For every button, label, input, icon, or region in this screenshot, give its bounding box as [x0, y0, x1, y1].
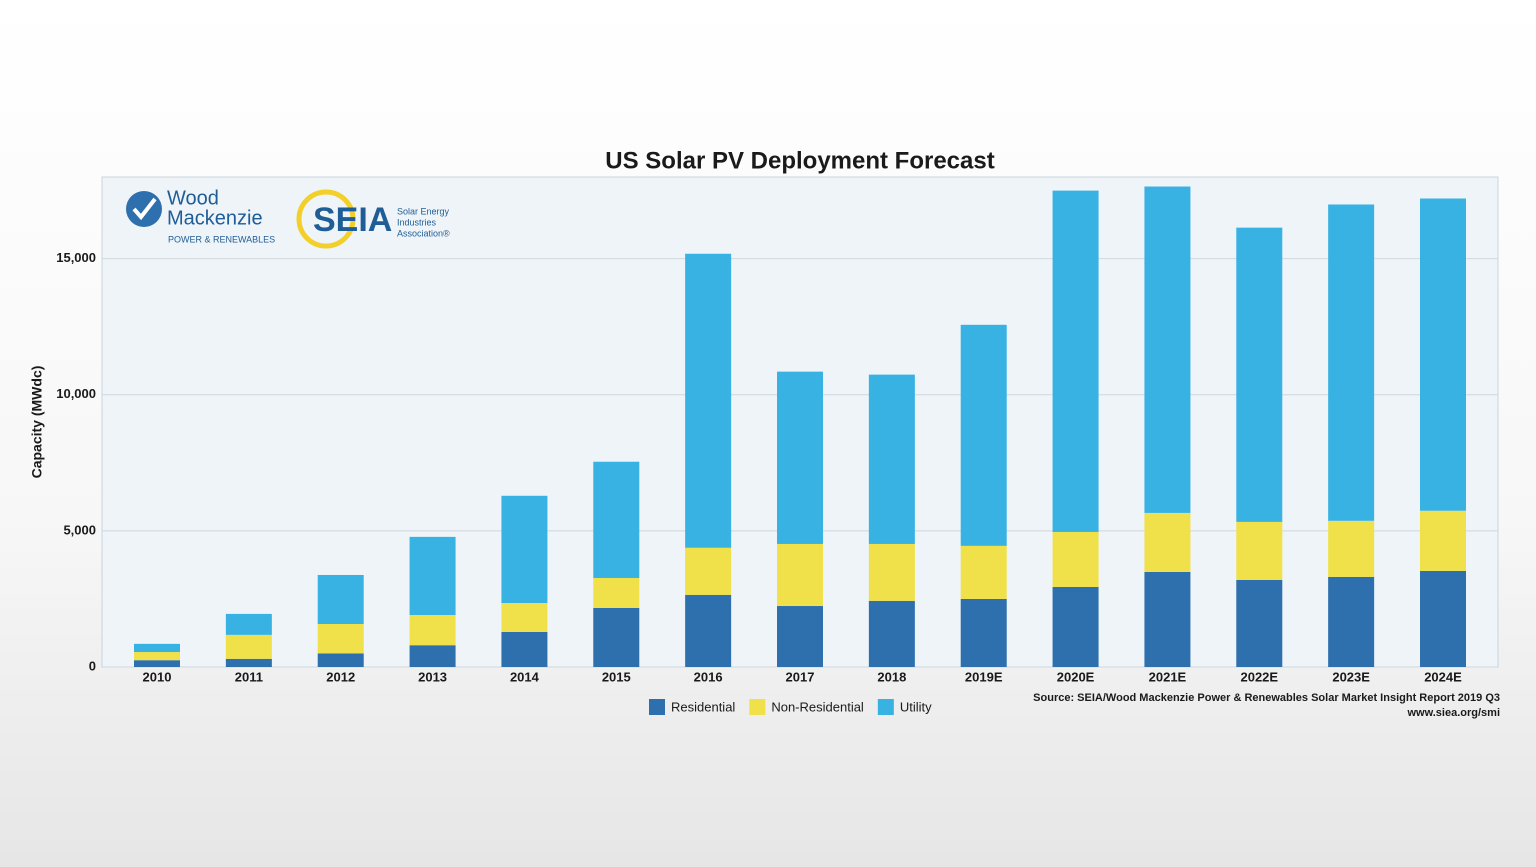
logo-text: Industries — [397, 217, 437, 227]
bar-segment — [1236, 521, 1283, 580]
chart-title: US Solar PV Deployment Forecast — [605, 147, 994, 174]
bar-segment — [777, 371, 823, 544]
bar-segment — [1144, 512, 1191, 572]
logo-check — [132, 197, 157, 221]
y-tick-label: 10,000 — [56, 386, 96, 401]
x-tick-label: 2020E — [1057, 669, 1095, 684]
x-tick-label: 2018 — [877, 669, 906, 684]
bar-segment — [501, 631, 548, 667]
bar-segment — [1052, 531, 1099, 587]
bar-segment — [1420, 198, 1466, 511]
bar-segment — [593, 461, 640, 578]
logo-sun — [296, 189, 356, 249]
y-axis-label: Capacity (MWdc) — [29, 366, 45, 479]
x-tick-label: 2023E — [1332, 669, 1370, 684]
bar-segment — [777, 543, 823, 607]
bar-segment — [409, 645, 456, 667]
x-tick-label: 2011 — [235, 669, 263, 684]
bar-segment — [777, 606, 823, 667]
bar-segment — [1328, 520, 1375, 577]
x-tick-label: 2024E — [1424, 669, 1462, 684]
source-url: www.siea.org/smi — [1406, 707, 1500, 719]
x-tick-label: 2016 — [694, 669, 723, 684]
bar-segment — [1052, 586, 1099, 667]
logo-text: Solar Energy — [397, 206, 450, 216]
legend-swatch — [749, 699, 766, 715]
x-tick-label: 2015 — [602, 669, 631, 684]
bar-segment — [685, 547, 732, 595]
bar-segment — [317, 623, 364, 654]
bar-segment — [685, 253, 732, 548]
legend-label: Non-Residential — [771, 699, 864, 714]
bar-segment — [593, 577, 640, 608]
bar-segment — [593, 607, 640, 667]
bar-segment — [225, 658, 272, 667]
x-tick-label: 2017 — [786, 669, 815, 684]
bar-segment — [868, 543, 915, 601]
bar-segment — [1144, 571, 1191, 667]
wood-mackenzie-logo: Wood Mackenzie POWER & RENEWABLES — [126, 187, 275, 244]
bar-segment — [225, 634, 272, 659]
bar-segment — [1420, 570, 1466, 667]
seia-logo: SEIA Solar Energy Industries Association… — [296, 189, 450, 249]
bar-segment — [317, 574, 364, 624]
bar-segment — [960, 545, 1007, 599]
y-tick-label: 5,000 — [63, 522, 96, 537]
logo-icon — [126, 191, 162, 227]
bar-segment — [225, 613, 272, 635]
x-tick-label: 2012 — [326, 669, 355, 684]
logo-text: Mackenzie — [167, 207, 263, 229]
bar-segment — [1052, 190, 1099, 532]
y-tick-label: 15,000 — [56, 250, 96, 265]
x-tick-label: 2014 — [510, 669, 540, 684]
bar-segment — [317, 653, 364, 667]
bar-segment — [501, 603, 548, 632]
legend-swatch — [649, 699, 665, 715]
y-tick-label: 0 — [89, 658, 96, 673]
bar-segment — [134, 660, 180, 667]
legend-swatch — [877, 699, 894, 715]
legend-label: Residential — [671, 699, 735, 714]
bar-segment — [960, 598, 1007, 667]
bar-segment — [1328, 576, 1375, 667]
bar-segment — [409, 536, 456, 616]
bar-segment — [409, 615, 456, 646]
x-tick-label: 2019E — [965, 669, 1003, 684]
bar-segment — [1144, 186, 1191, 513]
x-tick-label: 2022E — [1240, 669, 1278, 684]
bar-segment — [685, 594, 732, 667]
logo-text: SEIA — [313, 201, 392, 239]
x-tick-label: 2013 — [418, 669, 447, 684]
bar-segment — [1328, 204, 1375, 521]
logo-tagline: POWER & RENEWABLES — [168, 234, 275, 244]
bar-segment — [960, 324, 1007, 546]
logo-text: Association® — [397, 228, 450, 238]
bar-segment — [134, 643, 180, 653]
x-tick-label: 2021E — [1149, 669, 1187, 684]
legend-label: Utility — [900, 699, 932, 714]
bar-segment — [1236, 227, 1283, 522]
bar-segment — [868, 600, 915, 667]
x-tick-label: 2010 — [143, 669, 172, 684]
bar-segment — [501, 495, 548, 604]
bar-segment — [1420, 510, 1466, 571]
bar-segment — [134, 652, 180, 661]
bar-segment — [868, 374, 915, 544]
logo-text: Wood — [167, 187, 219, 209]
bar-segment — [1236, 579, 1283, 667]
source-note: Source: SEIA/Wood Mackenzie Power & Rene… — [1033, 692, 1500, 704]
